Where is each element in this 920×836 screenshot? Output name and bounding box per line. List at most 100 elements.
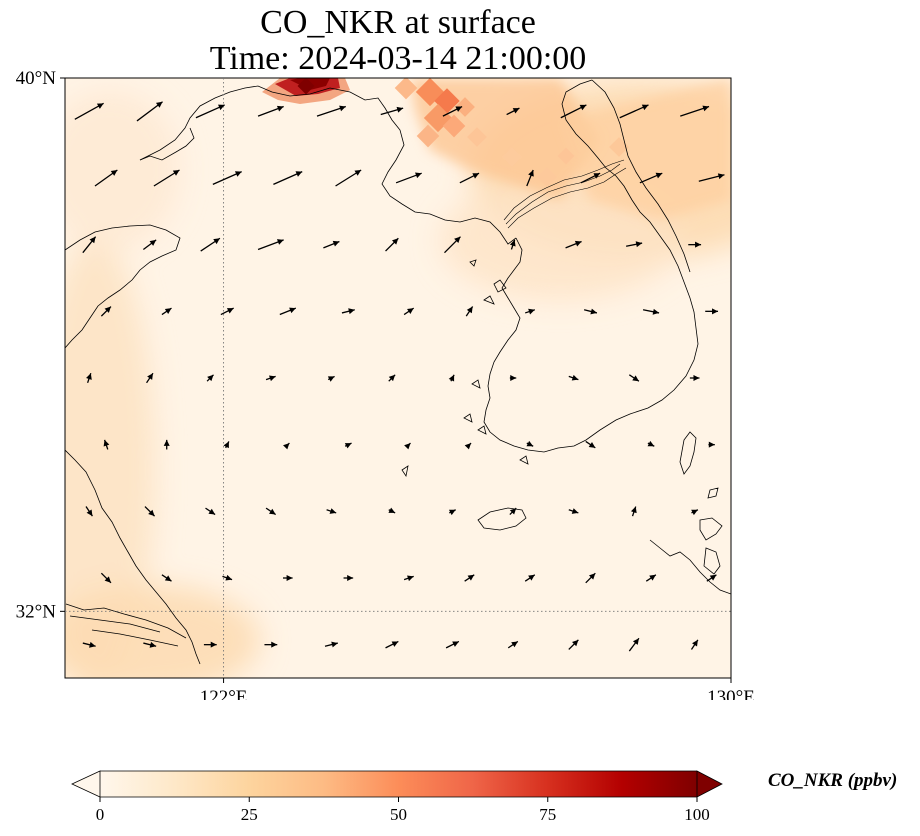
coastlines xyxy=(65,79,731,665)
wind-arrow xyxy=(283,442,290,450)
wind-arrow xyxy=(628,637,640,652)
wind-arrow xyxy=(265,507,277,516)
coastline-islands xyxy=(401,259,529,478)
wind-arrow xyxy=(464,574,475,582)
wind-arrow xyxy=(161,574,172,582)
wind-arrow xyxy=(341,308,355,315)
wind-arrow xyxy=(688,241,702,248)
colorbar-extend-low xyxy=(71,770,101,798)
wind-arrow xyxy=(200,237,221,252)
wind-arrow xyxy=(680,105,710,117)
wind-arrow xyxy=(161,307,172,316)
wind-arrow xyxy=(706,574,717,582)
wind-arrow xyxy=(625,241,643,248)
wind-arrow xyxy=(144,506,156,517)
concentration-field xyxy=(65,78,731,678)
wind-arrow xyxy=(690,639,699,650)
wind-arrow xyxy=(220,307,234,316)
wind-arrow xyxy=(142,239,157,250)
colorbar-tick-label: 50 xyxy=(390,805,407,824)
wind-arrow xyxy=(524,574,536,582)
coastline-yangtze xyxy=(65,603,187,647)
wind-arrow xyxy=(195,104,225,119)
map-panel: 40°N 32°N 122°E 130°E xyxy=(16,68,755,700)
wind-arrow xyxy=(568,639,579,650)
map-subtitle: Time: 2024-03-14 21:00:00 xyxy=(209,40,587,77)
wind-arrow xyxy=(568,374,579,381)
wind-arrow xyxy=(403,575,414,582)
wind-arrow xyxy=(445,640,460,649)
lat-tick-label: 32°N xyxy=(16,601,57,622)
wind-arrow xyxy=(705,308,719,315)
map-frame xyxy=(64,77,732,679)
wind-arrow xyxy=(585,572,596,584)
wind-arrow xyxy=(465,306,474,317)
wind-arrow xyxy=(580,172,601,184)
wind-arrow xyxy=(642,308,660,315)
wind-arrow xyxy=(619,104,649,119)
gridlines xyxy=(65,78,731,678)
wind-arrow xyxy=(327,375,335,382)
wind-arrow xyxy=(509,239,516,250)
wind-arrow xyxy=(257,105,284,117)
colorbar-tick-label: 100 xyxy=(684,805,710,824)
colorbar-tick-label: 0 xyxy=(96,805,105,824)
wind-arrow xyxy=(628,374,640,382)
wind-arrow xyxy=(585,440,596,449)
dmz-line xyxy=(505,163,621,225)
coastline-korea-east xyxy=(591,79,691,273)
wind-arrow xyxy=(222,574,233,581)
wind-arrow xyxy=(153,169,180,187)
wind-arrow xyxy=(506,107,520,116)
wind-arrow xyxy=(448,509,456,516)
wind-arrow xyxy=(324,641,338,648)
wind-arrow xyxy=(212,171,242,185)
wind-arrow xyxy=(568,508,579,514)
wind-arrow xyxy=(464,442,472,450)
wind-arrow xyxy=(639,172,663,184)
wind-arrow xyxy=(146,372,154,384)
coastline-tsushima xyxy=(679,431,697,475)
wind-arrow xyxy=(388,374,396,382)
wind-arrow xyxy=(708,441,715,448)
wind-arrow xyxy=(509,375,517,381)
wind-arrow xyxy=(583,308,598,315)
wind-arrow xyxy=(343,575,354,581)
wind-arrow xyxy=(524,308,535,315)
wind-arrow xyxy=(403,307,415,316)
wind-arrow xyxy=(442,105,463,117)
wind-arrow xyxy=(385,237,399,252)
axis-ticks: 40°N 32°N 122°E 130°E xyxy=(16,68,755,700)
wind-arrow xyxy=(143,641,157,648)
coastline-korea-west xyxy=(483,79,699,453)
coastline-bohai xyxy=(139,127,195,161)
wind-arrow xyxy=(404,442,411,450)
coastline-jeju xyxy=(477,507,527,531)
colorbar-ramp xyxy=(100,771,697,797)
borders xyxy=(503,159,627,229)
wind-arrow xyxy=(86,372,92,384)
wind-arrow xyxy=(279,307,297,316)
wind-arrow xyxy=(507,640,519,649)
wind-arrow xyxy=(94,169,118,187)
wind-arrow xyxy=(265,375,276,382)
wind-arrow xyxy=(136,101,163,122)
wind-arrow xyxy=(163,439,170,450)
wind-arrow xyxy=(273,171,303,185)
wind-arrow xyxy=(388,507,396,514)
wind-arrow xyxy=(82,641,96,648)
wind-arrow xyxy=(335,169,362,187)
dmz-line-3 xyxy=(507,167,627,229)
wind-arrow xyxy=(560,104,587,119)
wind-arrow xyxy=(82,236,97,254)
hotspot-core xyxy=(262,78,350,104)
lon-tick-label: 130°E xyxy=(707,687,755,700)
wind-arrow xyxy=(698,173,725,182)
wind-arrow xyxy=(344,442,352,449)
wind-vectors xyxy=(74,101,725,652)
wind-arrow xyxy=(223,441,230,449)
colorbar-ticks: 0 25 50 75 100 xyxy=(96,797,710,824)
wind-arrow xyxy=(385,640,399,649)
wind-arrow xyxy=(380,106,404,116)
